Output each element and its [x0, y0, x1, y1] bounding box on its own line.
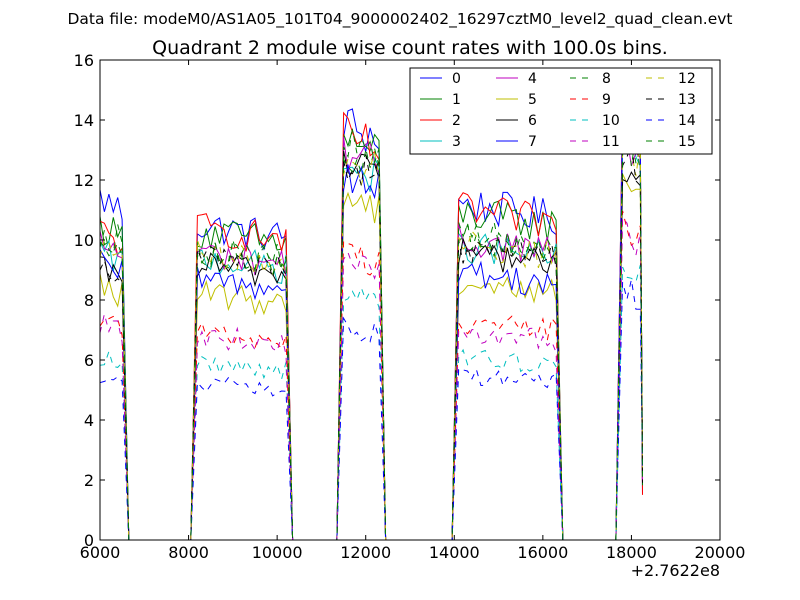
series-line-5: [100, 173, 643, 540]
series-line-10: [100, 264, 643, 540]
y-tick-label: 0: [84, 531, 94, 550]
x-tick-label: 18000: [606, 543, 657, 562]
chart-suptitle: Data file: modeM0/AS1A05_101T04_90000024…: [67, 10, 732, 29]
series-line-9: [100, 210, 643, 540]
y-tick-label: 14: [74, 111, 94, 130]
legend-label-14: 14: [678, 113, 696, 129]
y-tick-label: 4: [84, 411, 94, 430]
legend-label-3: 3: [452, 134, 461, 150]
x-tick-label: 20000: [695, 543, 746, 562]
y-tick-label: 12: [74, 171, 94, 190]
y-tick-label: 2: [84, 471, 94, 490]
legend-label-7: 7: [528, 134, 537, 150]
chart-title: Quadrant 2 module wise count rates with …: [152, 37, 668, 59]
y-tick-label: 6: [84, 351, 94, 370]
legend-label-2: 2: [452, 113, 461, 129]
series-line-14: [100, 279, 643, 540]
legend-label-4: 4: [528, 71, 537, 87]
legend-label-9: 9: [602, 92, 611, 108]
series-line-3: [100, 132, 643, 540]
series-line-12: [100, 142, 643, 540]
x-tick-label: 10000: [252, 543, 303, 562]
legend-label-11: 11: [602, 134, 620, 150]
legend-box: [409, 67, 713, 155]
legend-label-12: 12: [678, 71, 696, 87]
y-tick-label: 8: [84, 291, 94, 310]
series-line-7: [100, 118, 643, 540]
legend-label-1: 1: [452, 92, 461, 108]
y-tick-label: 10: [74, 231, 94, 250]
series-line-13: [100, 145, 643, 540]
x-tick-label: 16000: [517, 543, 568, 562]
legend-label-13: 13: [678, 92, 696, 108]
x-tick-label: 14000: [429, 543, 480, 562]
legend-label-0: 0: [452, 71, 461, 87]
series-line-15: [100, 128, 643, 540]
y-tick-label: 16: [74, 51, 94, 70]
ticks-layer: 6000 8000 10000 12000 14000 16000 18000 20000 0 2…: [74, 51, 746, 562]
legend-label-10: 10: [602, 113, 620, 129]
legend-label-8: 8: [602, 71, 611, 87]
x-offset-label: +2.7622e8: [631, 561, 720, 580]
series-layer: [100, 101, 643, 540]
series-line-11: [100, 216, 643, 540]
x-tick-label: 6000: [80, 543, 121, 562]
legend-label-15: 15: [678, 134, 696, 150]
x-tick-label: 12000: [340, 543, 391, 562]
legend-label-6: 6: [528, 113, 537, 129]
legend-label-5: 5: [528, 92, 537, 108]
x-tick-label: 8000: [168, 543, 209, 562]
